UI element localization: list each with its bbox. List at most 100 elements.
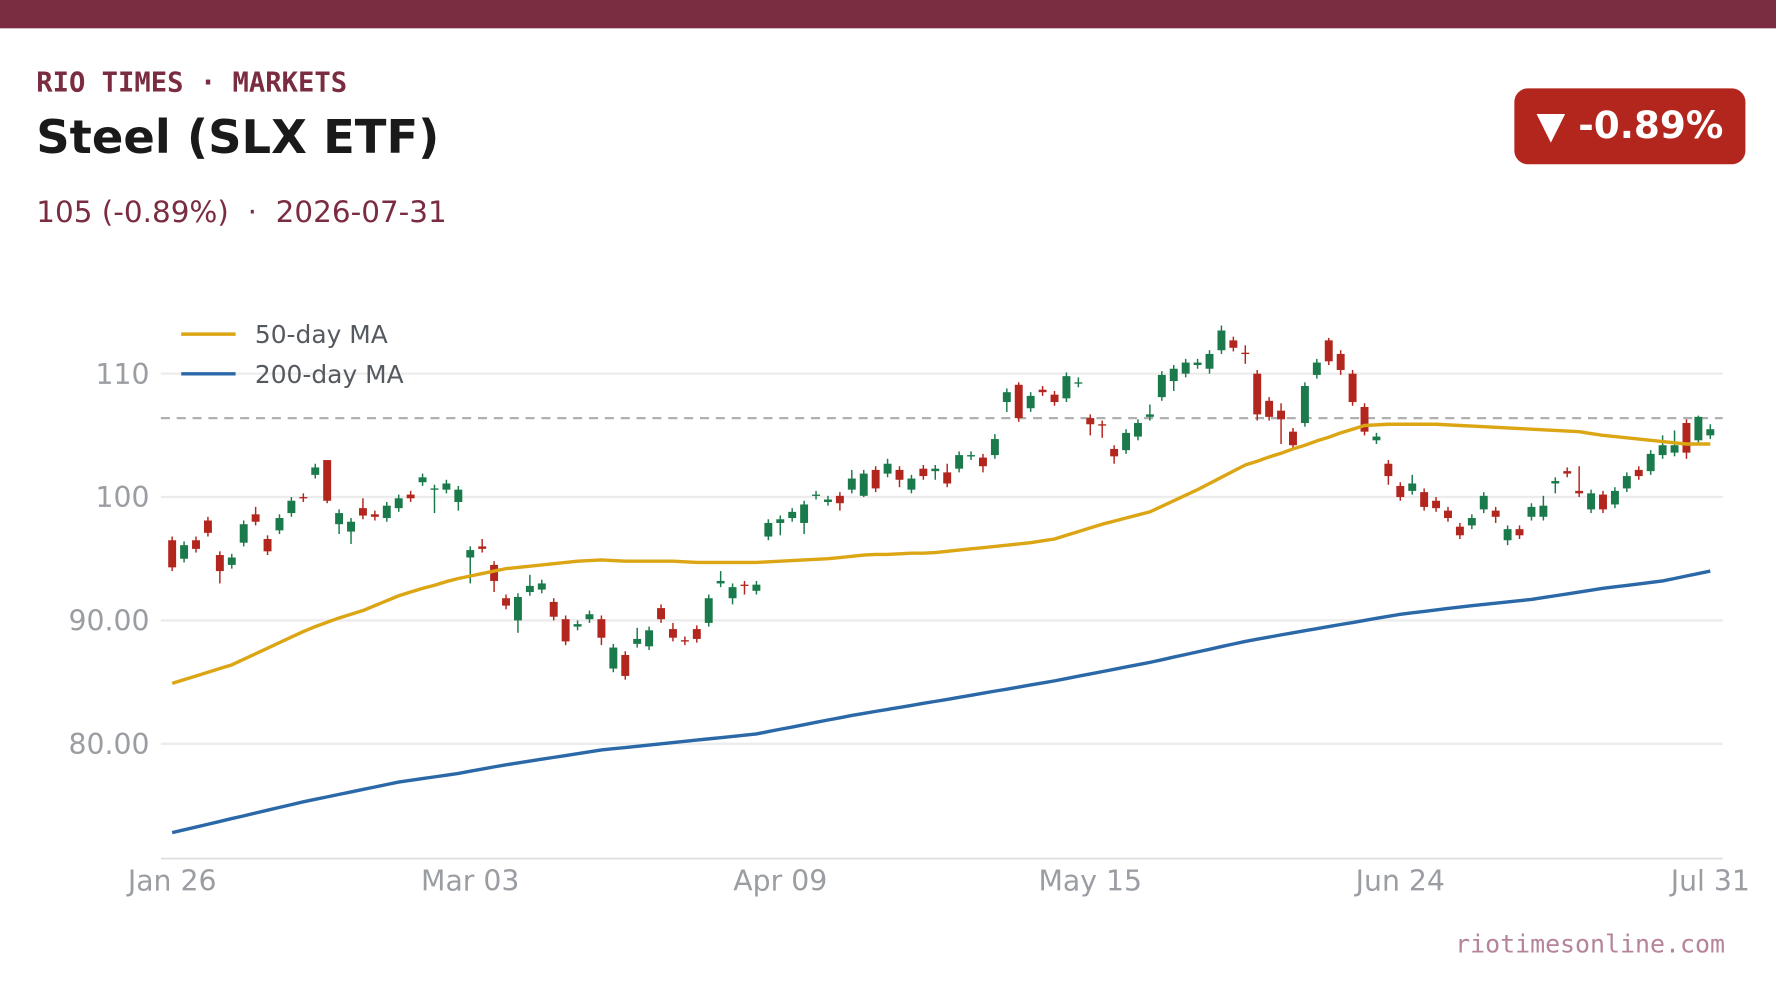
candle-body	[1074, 382, 1083, 384]
y-tick-label: 90.00	[68, 605, 149, 638]
candle-body	[645, 630, 654, 647]
candle-body	[1062, 376, 1071, 399]
candle-body	[883, 463, 892, 474]
candle-body	[1694, 416, 1703, 441]
candle-body	[657, 608, 665, 620]
candle-body	[621, 654, 630, 676]
candle-body	[299, 497, 308, 499]
badge-text: ▼ -0.89%	[1536, 103, 1723, 147]
candle-body	[1658, 445, 1667, 456]
candle-body	[585, 614, 594, 620]
candle-body	[275, 518, 284, 531]
candle-body	[704, 598, 713, 623]
x-tick-label: Mar 03	[421, 864, 519, 897]
candle-body	[1026, 395, 1035, 409]
candle-body	[1145, 414, 1154, 417]
candle-body	[1336, 353, 1345, 370]
legend-label: 50-day MA	[255, 320, 388, 349]
candle-body	[895, 469, 904, 480]
candle-body	[1599, 494, 1607, 510]
candle-body	[597, 619, 606, 638]
candle-body	[418, 477, 427, 483]
candle-body	[454, 489, 463, 502]
candle-body	[502, 598, 510, 606]
kicker: RIO TIMES · MARKETS	[36, 68, 347, 99]
candle-body	[931, 468, 940, 472]
candle-body	[1002, 392, 1011, 403]
candle-body	[347, 521, 355, 532]
candle-body	[955, 455, 964, 469]
candle-body	[1360, 406, 1369, 432]
candle-body	[943, 472, 952, 484]
y-tick-label: 80.00	[68, 728, 149, 761]
candle-body	[1289, 431, 1297, 446]
candle-body	[1444, 510, 1452, 519]
candle-body	[1408, 483, 1417, 491]
candle-body	[1575, 490, 1584, 494]
candle-body	[1169, 368, 1178, 382]
candle-body	[394, 498, 403, 509]
candle-body	[311, 467, 320, 475]
candle-body	[1396, 485, 1405, 498]
candle-body	[442, 483, 451, 490]
candle-body	[525, 585, 534, 593]
candle-body	[1265, 400, 1274, 417]
candle-body	[1098, 424, 1107, 426]
candle-body	[1324, 340, 1333, 362]
candle-body	[633, 638, 642, 644]
candle-body	[490, 564, 499, 581]
candle-body	[1348, 373, 1357, 403]
candle-body	[1706, 429, 1715, 436]
candle-body	[573, 624, 582, 627]
candle-body	[1682, 423, 1691, 453]
x-tick-label: May 15	[1039, 864, 1143, 897]
candle-body	[764, 522, 773, 537]
candle-body	[1300, 386, 1309, 424]
candle-body	[1050, 394, 1059, 403]
candle-body	[835, 495, 844, 504]
candle-body	[979, 457, 987, 467]
candle-body	[430, 488, 439, 490]
candle-body	[1610, 490, 1619, 505]
candle-body	[812, 494, 821, 496]
candle-body	[1014, 384, 1023, 419]
candle-body	[776, 519, 785, 523]
candle-body	[1205, 353, 1214, 369]
candle-body	[609, 647, 618, 669]
candle-body	[323, 460, 332, 501]
candle-body	[1622, 476, 1631, 489]
ma-line	[171, 422, 1711, 685]
candle-body	[1193, 362, 1202, 366]
legend-label: 200-day MA	[255, 360, 404, 389]
candle-body	[1515, 529, 1524, 536]
candle-body	[549, 601, 558, 617]
x-tick-label: Jun 24	[1354, 864, 1445, 897]
candle-body	[788, 511, 797, 519]
candle-body	[370, 514, 379, 517]
candle-body	[168, 540, 177, 568]
ma-line	[171, 569, 1711, 835]
candle-body	[800, 504, 809, 523]
candle-body	[239, 524, 248, 543]
candle-body	[263, 539, 272, 552]
candle-body	[1038, 389, 1047, 393]
candle-body	[1110, 448, 1119, 457]
candle-body	[1467, 518, 1476, 526]
candle-body	[859, 473, 868, 496]
candle-body	[1634, 469, 1643, 477]
candle-body	[967, 455, 976, 457]
candle-body	[215, 555, 224, 572]
candle-body	[907, 478, 916, 490]
x-tick-label: Jan 26	[126, 864, 217, 897]
candle-body	[1181, 362, 1190, 374]
candle-body	[382, 505, 391, 519]
candle-body	[1253, 373, 1262, 415]
candle-body	[227, 557, 236, 565]
candle-body	[847, 478, 856, 490]
candle-body	[1122, 432, 1131, 451]
candle-body	[692, 629, 701, 639]
candle-body	[1312, 362, 1321, 375]
candle-body	[716, 580, 725, 584]
